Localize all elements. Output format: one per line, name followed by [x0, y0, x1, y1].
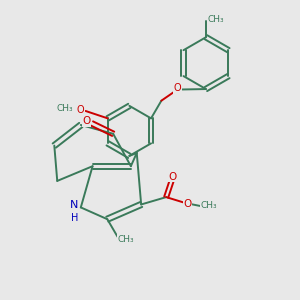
- Text: O: O: [169, 172, 177, 182]
- Text: CH₃: CH₃: [207, 15, 224, 24]
- Text: O: O: [76, 105, 84, 116]
- Text: H: H: [70, 213, 78, 223]
- Text: O: O: [82, 116, 91, 126]
- Text: O: O: [174, 83, 182, 93]
- Text: CH₃: CH₃: [201, 201, 217, 210]
- Text: N: N: [70, 200, 79, 210]
- Text: CH₃: CH₃: [118, 235, 134, 244]
- Text: CH₃: CH₃: [56, 104, 73, 113]
- Text: O: O: [183, 199, 191, 209]
